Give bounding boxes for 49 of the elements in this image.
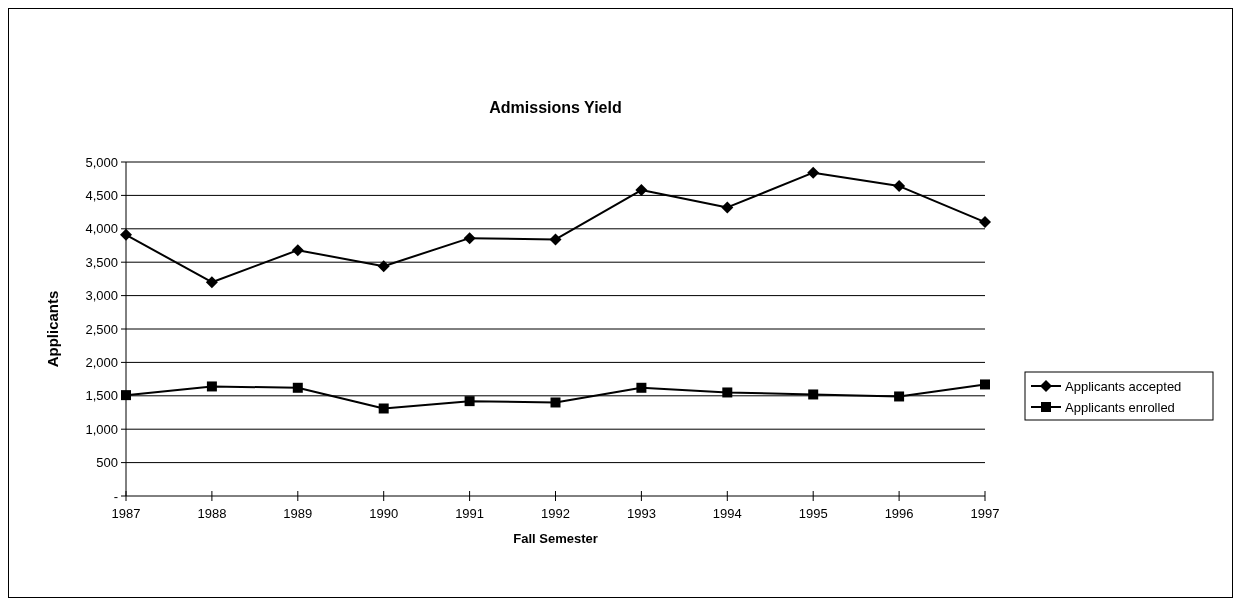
point: [979, 216, 991, 229]
y-tick-label: 5,000: [85, 154, 118, 170]
point: [807, 166, 820, 179]
point: [980, 379, 990, 390]
y-tick-label: 500: [96, 455, 118, 471]
x-tick-label: 1996: [884, 506, 914, 521]
point: [377, 260, 390, 273]
point: [378, 403, 389, 414]
y-tick-label: 4,000: [85, 221, 118, 237]
point: [894, 391, 905, 402]
point: [893, 180, 906, 193]
x-tick-label: 1992: [541, 506, 570, 521]
point: [291, 244, 304, 257]
point: [549, 233, 562, 246]
y-axis-title: Applicants: [44, 290, 61, 368]
x-tick-label: 1989: [283, 506, 313, 521]
point: [292, 382, 303, 393]
x-tick-label: 1991: [455, 506, 485, 521]
point: [636, 382, 647, 393]
x-tick-label: 1997: [970, 506, 1000, 521]
point: [722, 387, 733, 398]
x-tick-label: 1988: [197, 506, 227, 521]
point: [464, 396, 475, 407]
point: [635, 184, 648, 197]
point: [463, 232, 476, 245]
y-tick-label: 1,500: [85, 388, 118, 404]
x-tick-label: 1990: [369, 506, 399, 521]
x-tick-label: 1993: [626, 506, 656, 521]
x-tick-label: 1995: [798, 506, 828, 521]
point: [808, 389, 819, 400]
point: [120, 228, 132, 241]
x-axis-title: Fall Semester: [513, 531, 598, 546]
y-tick-label: 3,500: [85, 254, 118, 270]
point: [550, 397, 561, 408]
y-tick-label: 3,000: [85, 288, 118, 304]
point: [721, 201, 734, 214]
chart-title: Admissions Yield: [489, 99, 622, 116]
y-tick-label: 2,500: [85, 321, 118, 337]
y-tick-label: 1,000: [85, 421, 118, 437]
y-tick-label: 2,000: [85, 354, 118, 370]
point: [121, 390, 131, 401]
y-tick-label: 4,500: [85, 187, 118, 203]
point: [206, 381, 217, 392]
x-tick-label: 1987: [111, 506, 141, 521]
legend-label: Applicants enrolled: [1065, 399, 1175, 415]
point: [205, 276, 218, 289]
x-tick-label: 1994: [712, 506, 742, 521]
legend-label: Applicants accepted: [1065, 378, 1182, 394]
y-tick-label: -: [113, 488, 118, 504]
